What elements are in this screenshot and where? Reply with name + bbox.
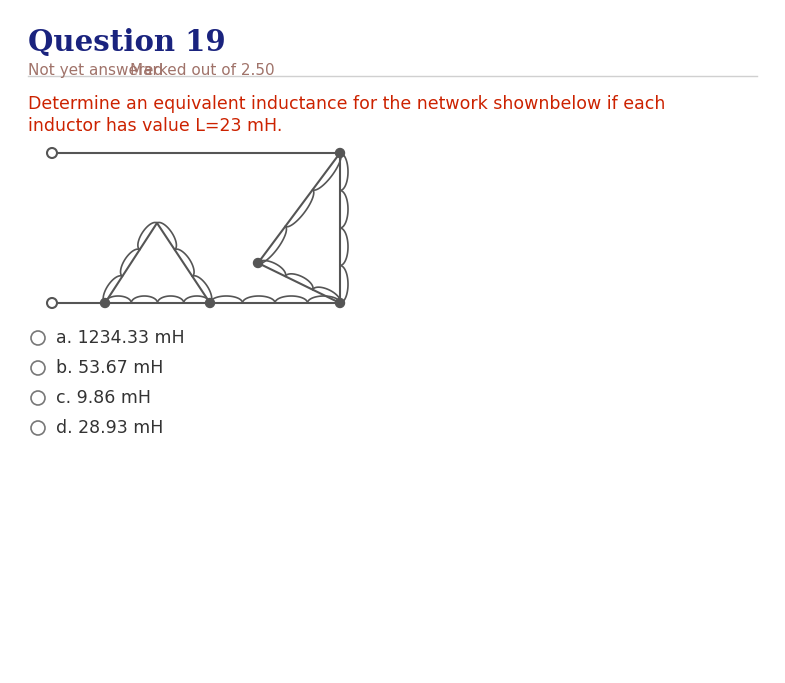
Text: c. 9.86 mH: c. 9.86 mH	[56, 389, 151, 407]
Text: Marked out of 2.50: Marked out of 2.50	[130, 63, 275, 78]
Circle shape	[47, 148, 57, 158]
Text: inductor has value L=23 mH.: inductor has value L=23 mH.	[28, 117, 283, 135]
Text: b. 53.67 mH: b. 53.67 mH	[56, 359, 163, 377]
Circle shape	[31, 331, 45, 345]
Circle shape	[335, 148, 345, 158]
Text: Question 19: Question 19	[28, 28, 226, 57]
Circle shape	[206, 298, 214, 307]
Circle shape	[254, 258, 262, 268]
Text: Determine an equivalent inductance for the network shownbelow if each: Determine an equivalent inductance for t…	[28, 95, 666, 113]
Text: Not yet answered: Not yet answered	[28, 63, 163, 78]
Circle shape	[31, 391, 45, 405]
Circle shape	[31, 421, 45, 435]
Text: a. 1234.33 mH: a. 1234.33 mH	[56, 329, 184, 347]
Circle shape	[47, 298, 57, 308]
Circle shape	[335, 298, 345, 307]
Circle shape	[100, 298, 109, 307]
Text: d. 28.93 mH: d. 28.93 mH	[56, 419, 163, 437]
Circle shape	[31, 361, 45, 375]
